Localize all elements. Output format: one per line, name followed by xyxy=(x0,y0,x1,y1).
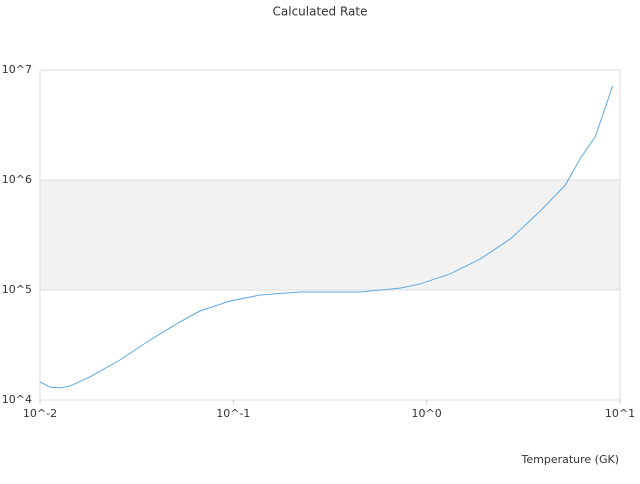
y-tick-label: 10^5 xyxy=(2,283,32,296)
x-tick-label: 10^0 xyxy=(412,407,442,420)
x-axis-label: Temperature (GK) xyxy=(521,453,620,466)
y-tick-label: 10^4 xyxy=(2,393,32,406)
y-tick-label: 10^6 xyxy=(2,173,32,186)
y-tick-label: 10^7 xyxy=(2,63,32,76)
x-tick-label: 10^1 xyxy=(605,407,635,420)
x-tick-label: 10^-1 xyxy=(216,407,250,420)
chart-title: Calculated Rate xyxy=(273,5,368,19)
line-series xyxy=(39,85,614,389)
x-tick-label: 10^-2 xyxy=(23,407,57,420)
band xyxy=(40,180,620,290)
